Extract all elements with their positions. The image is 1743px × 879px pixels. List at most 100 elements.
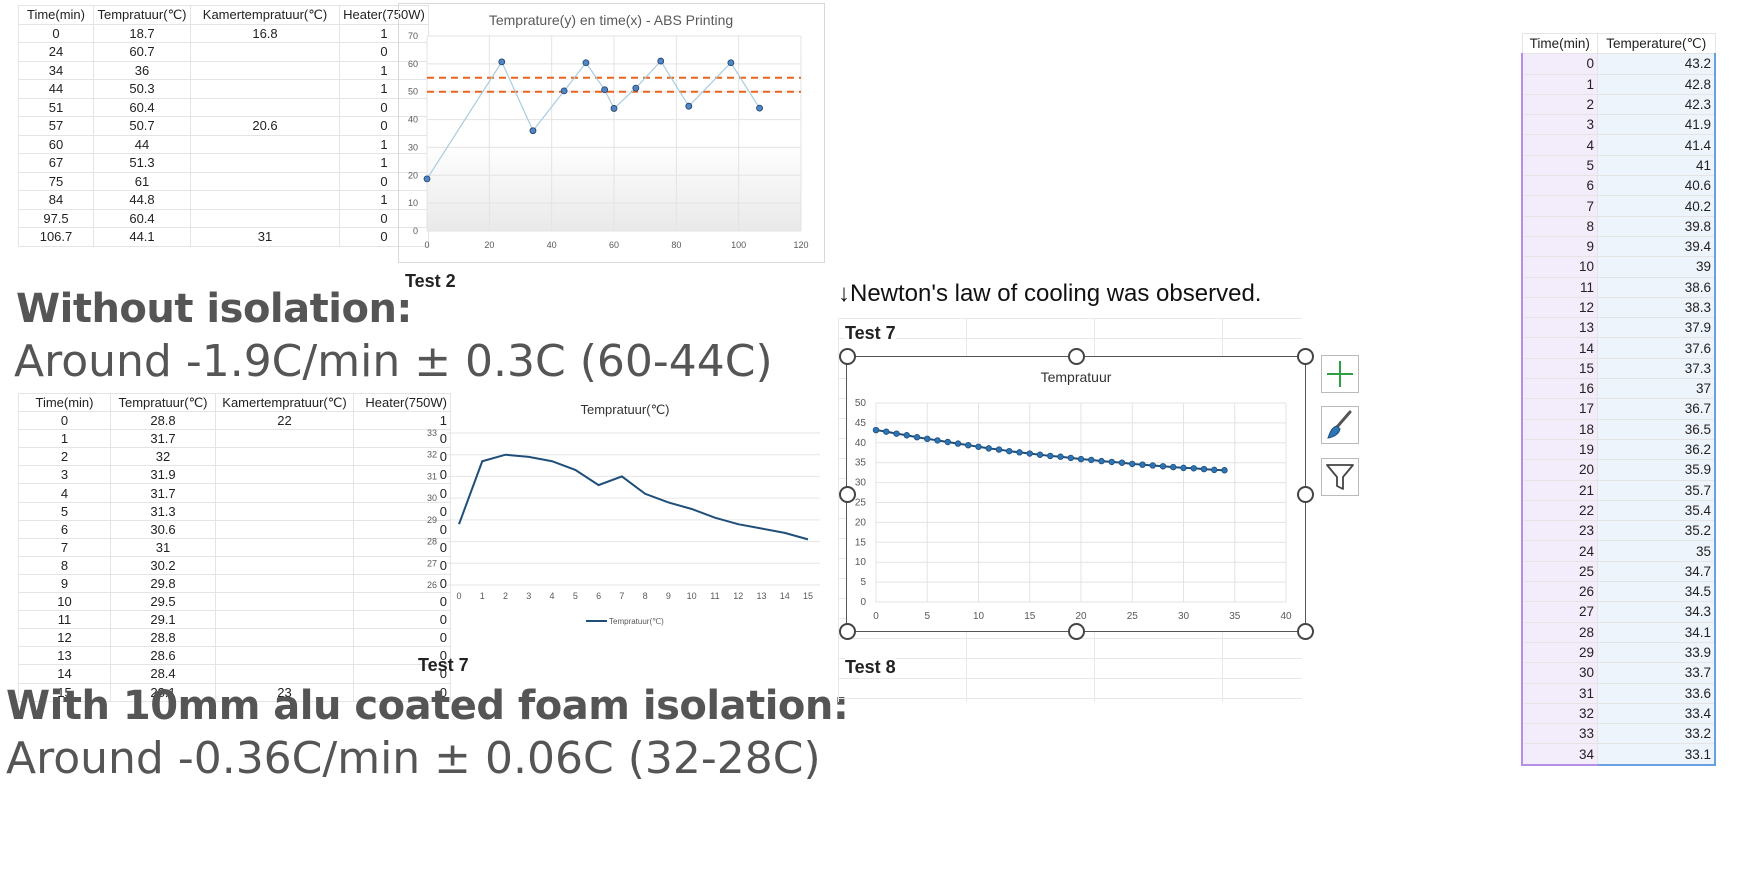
table-cell[interactable]: 9 xyxy=(1521,235,1598,258)
table-cell[interactable]: 0 xyxy=(353,592,451,612)
table-cell[interactable]: 34 xyxy=(18,60,94,80)
table-cell[interactable]: 25 xyxy=(1521,560,1598,583)
table-cell[interactable]: 0 xyxy=(353,573,451,594)
table-cell[interactable]: 20.6 xyxy=(190,116,340,136)
table-cell[interactable]: 0 xyxy=(339,208,429,228)
table-cell[interactable] xyxy=(190,134,340,154)
table-cell[interactable]: 28.4 xyxy=(110,664,216,684)
table-cell[interactable]: 38.3 xyxy=(1597,296,1716,319)
table-cell[interactable] xyxy=(215,465,354,485)
table-cell[interactable]: 40.6 xyxy=(1597,175,1716,197)
table-cell[interactable] xyxy=(215,610,354,630)
table-cell[interactable]: 106.7 xyxy=(18,227,94,247)
table-cell[interactable]: 2 xyxy=(18,447,111,467)
table-cell[interactable]: 39.8 xyxy=(1597,215,1716,237)
table-cell[interactable]: 50.7 xyxy=(93,116,191,136)
table-cell[interactable]: 2 xyxy=(1521,93,1598,116)
table-cell[interactable]: 7 xyxy=(18,537,111,557)
table-cell[interactable]: 29 xyxy=(1521,641,1598,664)
table-cell[interactable]: 29.8 xyxy=(110,573,216,594)
table-cell[interactable]: 39.4 xyxy=(1597,235,1716,258)
table-cell[interactable]: 11 xyxy=(1521,276,1598,298)
table-cell[interactable]: 61 xyxy=(93,171,191,191)
table-cell[interactable]: 75 xyxy=(18,171,94,191)
table-cell[interactable]: 51.3 xyxy=(93,153,191,173)
table-cell[interactable]: 0 xyxy=(353,646,451,666)
table-cell[interactable]: 30.6 xyxy=(110,519,216,539)
table-cell[interactable]: 10 xyxy=(1521,256,1598,278)
table-cell[interactable]: 35.7 xyxy=(1597,479,1716,501)
resize-handle-bottom-middle[interactable] xyxy=(1068,623,1085,640)
table-cell[interactable]: 0 xyxy=(353,682,451,702)
table-cell[interactable] xyxy=(215,537,354,557)
chart-filters-button[interactable] xyxy=(1321,458,1359,496)
table-cell[interactable]: 34.1 xyxy=(1597,621,1716,643)
table-cell[interactable]: 44 xyxy=(93,134,191,154)
table-cell[interactable]: 35.4 xyxy=(1597,499,1716,522)
table-cell[interactable]: 1 xyxy=(18,429,111,449)
table-cell[interactable]: 7 xyxy=(1521,195,1598,217)
table-cell[interactable]: 0 xyxy=(353,628,451,648)
table-cell[interactable]: 29.5 xyxy=(110,592,216,612)
table-cell[interactable]: 9 xyxy=(18,573,111,594)
table-cell[interactable]: 16 xyxy=(1521,378,1598,400)
table-cell[interactable] xyxy=(190,79,340,99)
table-cell[interactable]: 12 xyxy=(1521,296,1598,319)
chart-elements-button[interactable] xyxy=(1321,355,1359,393)
table-cell[interactable]: 33.2 xyxy=(1597,723,1716,745)
table-cell[interactable]: 4 xyxy=(18,483,111,503)
table-cell[interactable] xyxy=(215,573,354,594)
table-cell[interactable]: 31.7 xyxy=(110,429,216,449)
table-cell[interactable] xyxy=(190,190,340,210)
table-cell[interactable]: 22 xyxy=(1521,499,1598,522)
table-cell[interactable]: 15 xyxy=(1521,357,1598,380)
table-cell[interactable] xyxy=(190,153,340,173)
table-cell[interactable]: 60.7 xyxy=(93,42,191,62)
table-cell[interactable]: 51 xyxy=(18,97,94,117)
table-cell[interactable]: 23 xyxy=(215,682,354,702)
table-cell[interactable]: 44 xyxy=(18,79,94,99)
table-cell[interactable]: 60.4 xyxy=(93,97,191,117)
table-cell[interactable]: 22 xyxy=(215,411,354,431)
table-cell[interactable]: 0 xyxy=(18,23,94,43)
isolation-chart-area[interactable]: Tempratuur(℃) 26 27 28 29 30 31 32 33 0 1 2 3 4 5 6 7 8 9 1… xyxy=(411,393,829,641)
table-cell[interactable]: 10 xyxy=(18,592,111,612)
table-cell[interactable]: 3 xyxy=(1521,114,1598,136)
table-cell[interactable]: 12 xyxy=(18,628,111,648)
resize-handle-middle-left[interactable] xyxy=(839,486,856,503)
table-cell[interactable]: 26 xyxy=(1521,581,1598,603)
table-cell[interactable]: 60 xyxy=(18,134,94,154)
table-cell[interactable]: 44.1 xyxy=(93,227,191,247)
resize-handle-top-right[interactable] xyxy=(1297,348,1314,365)
table-cell[interactable]: 44.8 xyxy=(93,190,191,210)
table-cell[interactable]: 23 xyxy=(1521,520,1598,542)
table-cell[interactable]: 29.1 xyxy=(110,610,216,630)
table-cell[interactable]: 15 xyxy=(18,682,111,702)
table-cell[interactable]: 34 xyxy=(1521,743,1598,766)
table-cell[interactable] xyxy=(215,592,354,612)
table-cell[interactable]: 31.3 xyxy=(110,501,216,521)
table-cell[interactable]: 43.2 xyxy=(1597,53,1716,75)
table-cell[interactable]: 32 xyxy=(110,447,216,467)
table-cell[interactable]: 34.3 xyxy=(1597,601,1716,623)
table-cell[interactable]: 33.9 xyxy=(1597,641,1716,664)
table-cell[interactable]: 37 xyxy=(1597,378,1716,400)
table-cell[interactable] xyxy=(215,664,354,684)
table-cell[interactable]: 30.2 xyxy=(110,555,216,575)
table-cell[interactable] xyxy=(215,628,354,648)
table-cell[interactable]: 36 xyxy=(93,60,191,80)
resize-handle-top-middle[interactable] xyxy=(1068,348,1085,365)
table-cell[interactable]: 6 xyxy=(1521,175,1598,197)
table-cell[interactable]: 0 xyxy=(18,411,111,431)
table-cell[interactable]: 5 xyxy=(18,501,111,521)
table-cell[interactable] xyxy=(190,42,340,62)
table-cell[interactable]: 0 xyxy=(353,555,451,575)
table-cell[interactable] xyxy=(215,555,354,575)
table-cell[interactable]: 1 xyxy=(1521,73,1598,95)
table-cell[interactable]: 0 xyxy=(353,537,451,557)
table-cell[interactable]: 16.8 xyxy=(190,23,340,43)
table-cell[interactable]: 34.7 xyxy=(1597,560,1716,583)
table-cell[interactable] xyxy=(215,646,354,666)
table-cell[interactable]: 36.7 xyxy=(1597,398,1716,420)
table-cell[interactable]: 37.9 xyxy=(1597,317,1716,339)
